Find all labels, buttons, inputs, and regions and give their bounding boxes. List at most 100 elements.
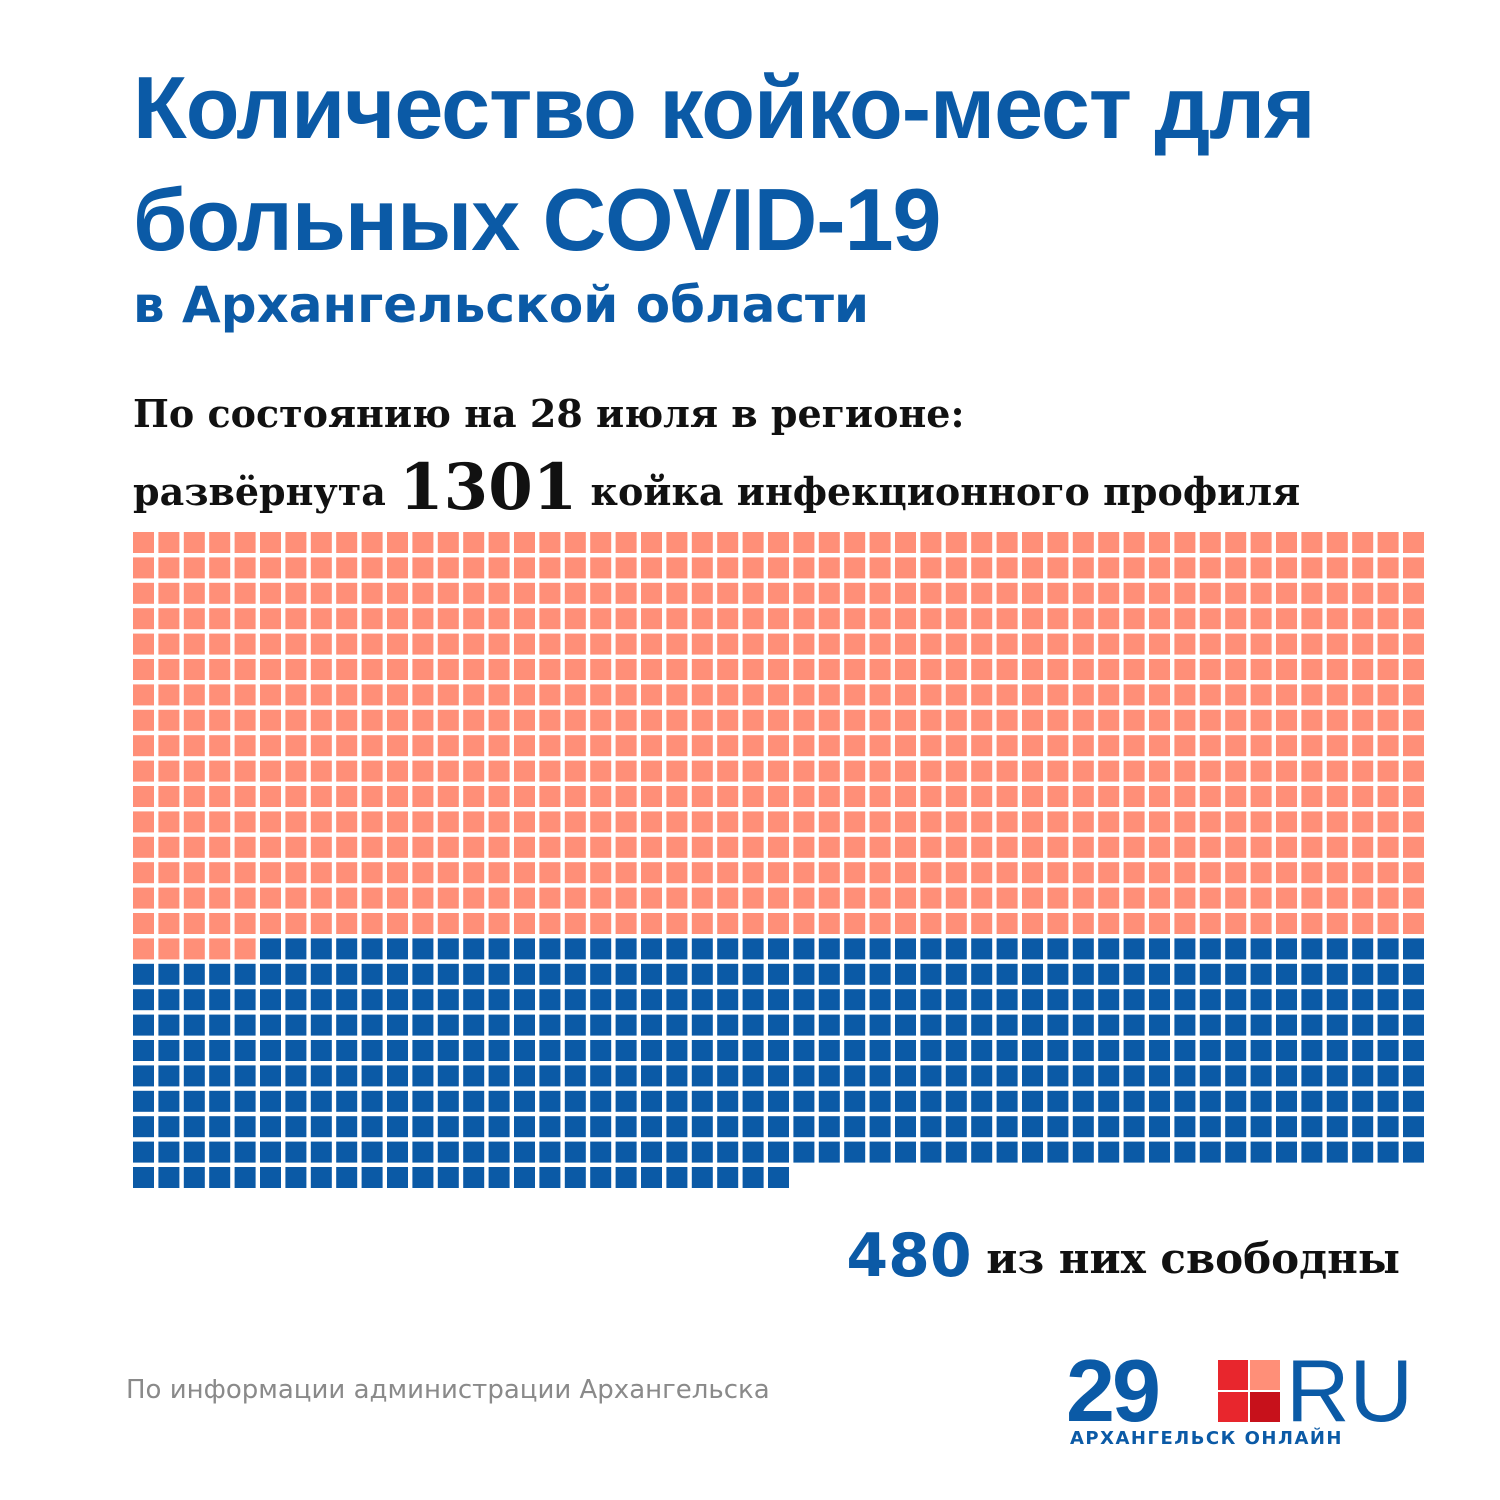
occupied-bed-square: [691, 684, 713, 706]
occupied-bed-square: [133, 760, 154, 782]
free-bed-square: [564, 1065, 586, 1087]
free-bed-square: [615, 1141, 637, 1163]
free-bed-square: [1352, 1141, 1374, 1163]
free-bed-square: [996, 1014, 1018, 1036]
occupied-bed-square: [691, 836, 713, 858]
free-bed-square: [310, 1014, 332, 1036]
occupied-bed-square: [1072, 735, 1094, 757]
occupied-bed-square: [1199, 887, 1221, 909]
occupied-bed-square: [945, 608, 967, 630]
occupied-bed-square: [1326, 532, 1348, 553]
occupied-bed-square: [691, 532, 713, 553]
occupied-bed-square: [945, 684, 967, 706]
occupied-bed-square: [1174, 532, 1196, 553]
occupied-bed-square: [1276, 608, 1297, 630]
free-bed-square: [666, 938, 688, 960]
occupied-bed-square: [260, 811, 281, 833]
occupied-bed-square: [869, 836, 891, 858]
free-bed-square: [437, 1014, 459, 1036]
free-bed-square: [768, 1090, 789, 1112]
occupied-bed-square: [1225, 659, 1247, 680]
occupied-bed-square: [260, 786, 281, 807]
occupied-bed-square: [996, 709, 1018, 731]
free-bed-square: [996, 1040, 1018, 1061]
free-bed-square: [590, 1014, 612, 1036]
occupied-bed-square: [209, 862, 231, 884]
occupied-bed-square: [564, 887, 586, 909]
free-bed-square: [387, 1116, 408, 1138]
occupied-bed-square: [691, 786, 713, 807]
occupied-bed-square: [1250, 684, 1272, 706]
occupied-bed-square: [488, 913, 510, 934]
occupied-bed-square: [463, 811, 485, 833]
free-bed-square: [920, 938, 942, 960]
occupied-bed-square: [844, 887, 866, 909]
occupied-bed-square: [209, 608, 231, 630]
occupied-bed-square: [615, 532, 637, 553]
occupied-bed-square: [539, 557, 561, 579]
free-bed-square: [1403, 1014, 1424, 1036]
free-bed-square: [1326, 1090, 1348, 1112]
occupied-bed-square: [463, 735, 485, 757]
occupied-bed-square: [1174, 887, 1196, 909]
free-bed-square: [488, 1065, 510, 1087]
occupied-bed-square: [514, 633, 535, 655]
occupied-bed-square: [361, 684, 383, 706]
free-bed-square: [285, 989, 307, 1011]
occupied-bed-square: [1072, 836, 1094, 858]
occupied-bed-square: [1123, 786, 1145, 807]
occupied-bed-square: [310, 735, 332, 757]
logo-square-red-bottom-left: [1218, 1392, 1248, 1422]
occupied-bed-square: [590, 608, 612, 630]
occupied-bed-square: [183, 862, 205, 884]
free-bed-square: [1352, 1040, 1374, 1061]
occupied-bed-square: [1022, 735, 1043, 757]
free-bed-square: [666, 1090, 688, 1112]
free-bed-square: [361, 1167, 383, 1188]
occupied-bed-square: [869, 608, 891, 630]
free-bed-square: [945, 989, 967, 1011]
occupied-bed-square: [1022, 532, 1043, 553]
free-bed-square: [971, 1065, 993, 1087]
free-bed-square: [437, 938, 459, 960]
occupied-bed-square: [818, 760, 840, 782]
occupied-bed-square: [768, 659, 789, 680]
free-bed-square: [539, 1014, 561, 1036]
free-bed-square: [742, 1065, 764, 1087]
occupied-bed-square: [768, 633, 789, 655]
occupied-bed-square: [412, 836, 434, 858]
occupied-bed-square: [768, 608, 789, 630]
occupied-bed-square: [260, 836, 281, 858]
occupied-bed-square: [996, 913, 1018, 934]
occupied-bed-square: [158, 557, 180, 579]
occupied-bed-square: [641, 709, 662, 731]
occupied-bed-square: [310, 608, 332, 630]
occupied-bed-square: [666, 836, 688, 858]
occupied-bed-square: [1301, 582, 1323, 604]
occupied-bed-square: [336, 532, 358, 553]
occupied-bed-square: [1225, 862, 1247, 884]
free-bed-square: [387, 963, 408, 985]
free-bed-square: [1377, 1090, 1399, 1112]
occupied-bed-square: [590, 913, 612, 934]
free-bed-square: [768, 1040, 789, 1061]
free-bed-square: [158, 963, 180, 985]
free-bed-square: [158, 989, 180, 1011]
free-bed-square: [945, 1065, 967, 1087]
occupied-bed-square: [1250, 811, 1272, 833]
free-bed-square: [869, 1040, 891, 1061]
free-bed-square: [691, 1040, 713, 1061]
occupied-bed-square: [895, 760, 916, 782]
free-bed-square: [1326, 1040, 1348, 1061]
free-bed-square: [895, 1014, 916, 1036]
free-bed-square: [996, 1141, 1018, 1163]
occupied-bed-square: [412, 862, 434, 884]
occupied-bed-square: [158, 709, 180, 731]
occupied-bed-square: [793, 633, 815, 655]
free-bed-square: [1047, 963, 1069, 985]
site-logo[interactable]: 29 RU АРХАНГЕЛЬСК ОНЛАЙН: [1066, 1346, 1413, 1452]
free-bed-square: [717, 989, 739, 1011]
occupied-bed-square: [1352, 633, 1374, 655]
occupied-bed-square: [488, 557, 510, 579]
occupied-bed-square: [387, 913, 408, 934]
